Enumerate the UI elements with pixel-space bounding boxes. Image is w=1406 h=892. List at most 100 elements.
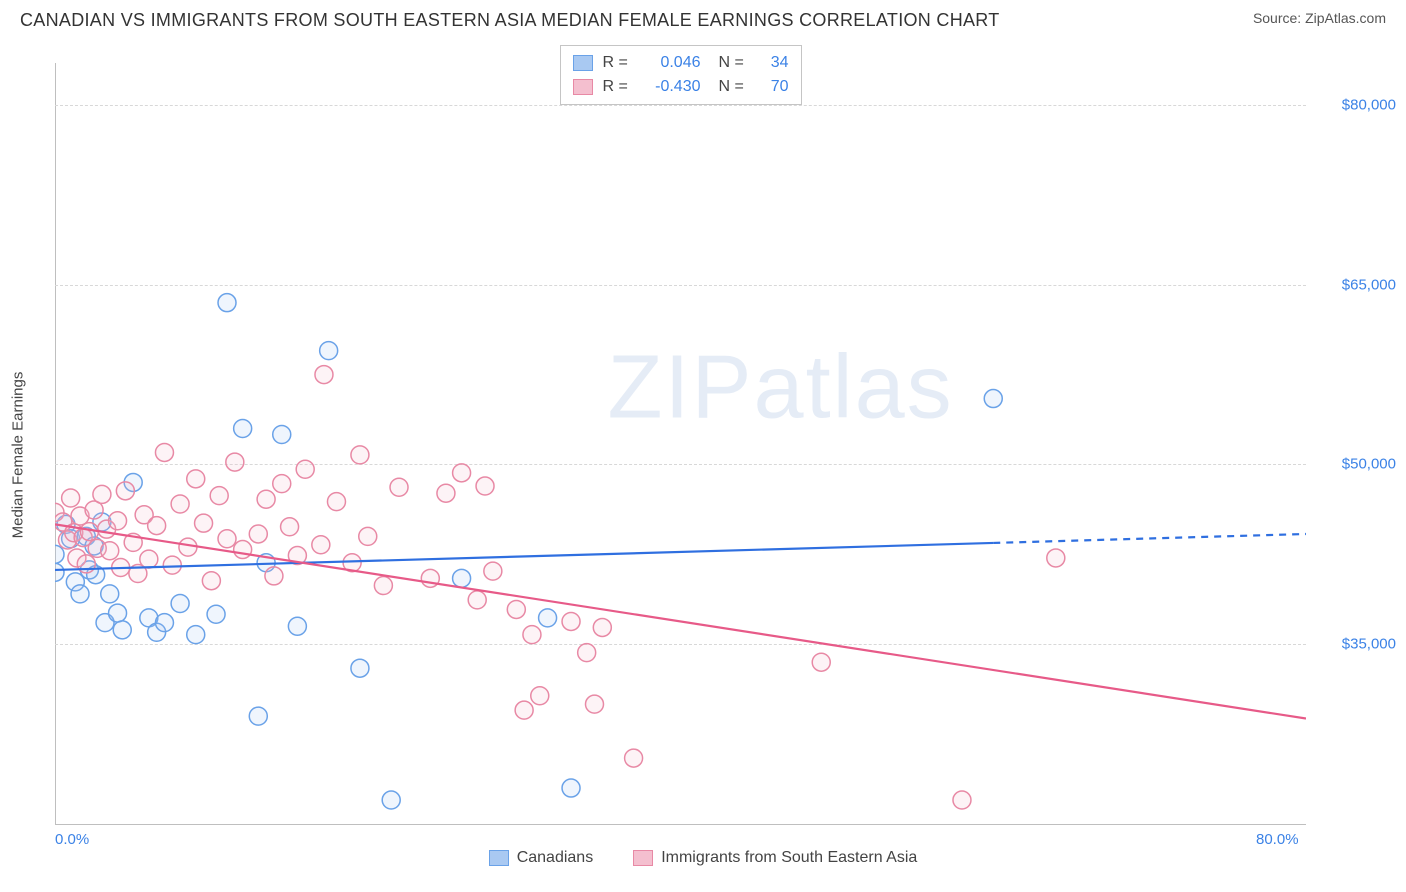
bottom-legend: Canadians Immigrants from South Eastern … bbox=[0, 849, 1406, 867]
data-point bbox=[812, 653, 830, 671]
data-point bbox=[288, 617, 306, 635]
data-point bbox=[359, 527, 377, 545]
data-point bbox=[109, 512, 127, 530]
swatch-immigrants bbox=[633, 850, 653, 866]
legend-item-canadians: Canadians bbox=[489, 849, 594, 867]
data-point bbox=[273, 475, 291, 493]
data-point bbox=[218, 294, 236, 312]
swatch-canadians bbox=[573, 55, 593, 71]
n-label: N = bbox=[719, 51, 749, 75]
data-point bbox=[281, 518, 299, 536]
data-point bbox=[171, 594, 189, 612]
stats-row-canadians: R = 0.046 N = 34 bbox=[573, 51, 789, 75]
legend-label-canadians: Canadians bbox=[517, 849, 594, 867]
data-point bbox=[62, 489, 80, 507]
data-point bbox=[93, 485, 111, 503]
data-point bbox=[315, 366, 333, 384]
data-point bbox=[515, 701, 533, 719]
swatch-canadians bbox=[489, 850, 509, 866]
data-point bbox=[109, 604, 127, 622]
y-axis-label: Median Female Earnings bbox=[10, 372, 27, 539]
legend-label-immigrants: Immigrants from South Eastern Asia bbox=[661, 849, 917, 867]
trend-line-extrapolated bbox=[993, 534, 1306, 543]
data-point bbox=[249, 525, 267, 543]
data-point bbox=[437, 484, 455, 502]
plot-svg bbox=[55, 45, 1306, 824]
data-point bbox=[155, 443, 173, 461]
page-title: CANADIAN VS IMMIGRANTS FROM SOUTH EASTER… bbox=[20, 10, 1000, 31]
y-tick-label: $65,000 bbox=[1316, 276, 1396, 293]
data-point bbox=[593, 618, 611, 636]
y-tick-label: $80,000 bbox=[1316, 96, 1396, 113]
data-point bbox=[507, 600, 525, 618]
x-tick-label: 0.0% bbox=[55, 831, 89, 848]
swatch-immigrants bbox=[573, 79, 593, 95]
data-point bbox=[327, 493, 345, 511]
data-point bbox=[101, 585, 119, 603]
data-point bbox=[202, 572, 220, 590]
data-point bbox=[155, 614, 173, 632]
legend-item-immigrants: Immigrants from South Eastern Asia bbox=[633, 849, 917, 867]
data-point bbox=[585, 695, 603, 713]
data-point bbox=[476, 477, 494, 495]
scatter-plot: ZIPatlas R = 0.046 N = 34 R = -0.430 N =… bbox=[55, 45, 1306, 825]
data-point bbox=[55, 563, 64, 581]
data-point bbox=[351, 446, 369, 464]
r-label: R = bbox=[603, 75, 633, 99]
data-point bbox=[562, 779, 580, 797]
n-value-immigrants: 70 bbox=[759, 75, 789, 99]
x-tick-label: 80.0% bbox=[1256, 831, 1299, 848]
data-point bbox=[148, 517, 166, 535]
chart-area: Median Female Earnings ZIPatlas R = 0.04… bbox=[0, 35, 1406, 875]
y-tick-label: $50,000 bbox=[1316, 456, 1396, 473]
data-point bbox=[265, 567, 283, 585]
data-point bbox=[953, 791, 971, 809]
data-point bbox=[296, 460, 314, 478]
data-point bbox=[140, 550, 158, 568]
data-point bbox=[523, 626, 541, 644]
data-point bbox=[234, 541, 252, 559]
data-point bbox=[484, 562, 502, 580]
data-point bbox=[187, 470, 205, 488]
data-point bbox=[562, 612, 580, 630]
data-point bbox=[207, 605, 225, 623]
data-point bbox=[171, 495, 189, 513]
data-point bbox=[249, 707, 267, 725]
data-point bbox=[453, 464, 471, 482]
data-point bbox=[187, 626, 205, 644]
data-point bbox=[382, 791, 400, 809]
data-point bbox=[374, 577, 392, 595]
data-point bbox=[210, 487, 228, 505]
data-point bbox=[218, 530, 236, 548]
data-point bbox=[351, 659, 369, 677]
data-point bbox=[1047, 549, 1065, 567]
data-point bbox=[984, 390, 1002, 408]
stats-row-immigrants: R = -0.430 N = 70 bbox=[573, 75, 789, 99]
data-point bbox=[539, 609, 557, 627]
data-point bbox=[101, 542, 119, 560]
data-point bbox=[179, 538, 197, 556]
data-point bbox=[71, 585, 89, 603]
r-label: R = bbox=[603, 51, 633, 75]
data-point bbox=[390, 478, 408, 496]
data-point bbox=[453, 569, 471, 587]
data-point bbox=[195, 514, 213, 532]
y-tick-label: $35,000 bbox=[1316, 636, 1396, 653]
r-value-immigrants: -0.430 bbox=[643, 75, 701, 99]
source-label: Source: ZipAtlas.com bbox=[1253, 10, 1386, 26]
data-point bbox=[625, 749, 643, 767]
data-point bbox=[320, 342, 338, 360]
data-point bbox=[234, 420, 252, 438]
data-point bbox=[312, 536, 330, 554]
n-value-canadians: 34 bbox=[759, 51, 789, 75]
data-point bbox=[226, 453, 244, 471]
data-point bbox=[578, 644, 596, 662]
data-point bbox=[257, 490, 275, 508]
stats-legend: R = 0.046 N = 34 R = -0.430 N = 70 bbox=[560, 45, 802, 105]
data-point bbox=[163, 556, 181, 574]
r-value-canadians: 0.046 bbox=[643, 51, 701, 75]
n-label: N = bbox=[719, 75, 749, 99]
data-point bbox=[531, 687, 549, 705]
data-point bbox=[113, 621, 131, 639]
data-point bbox=[273, 426, 291, 444]
